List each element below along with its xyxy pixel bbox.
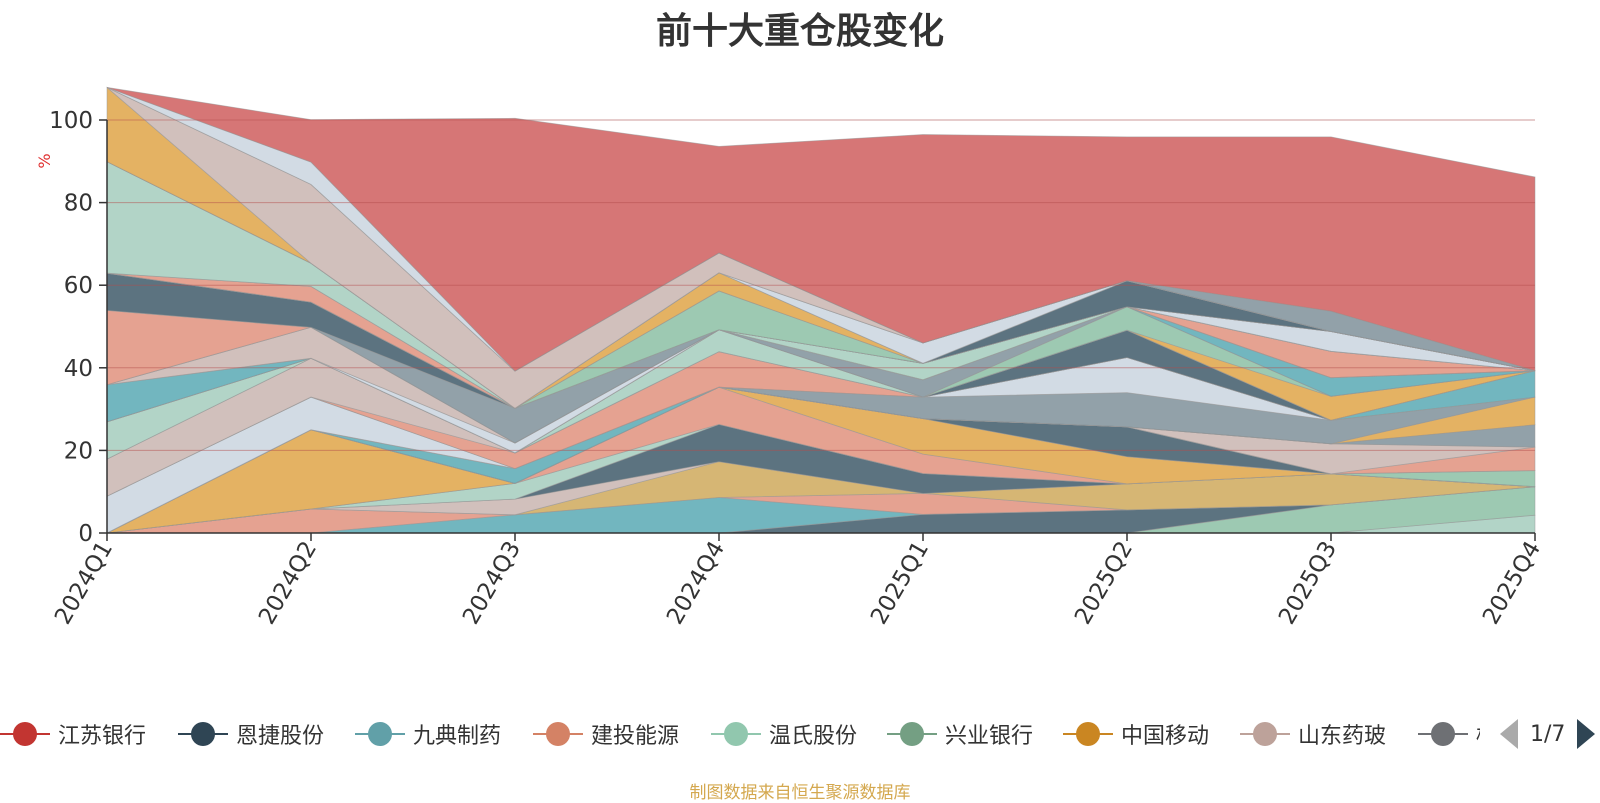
legend-marker-icon — [1063, 716, 1113, 752]
y-axis-unit-label: % — [35, 153, 54, 168]
legend-label: 江苏银行 — [58, 724, 147, 749]
x-tick-label: 2024Q3 — [458, 537, 526, 629]
legend-marker-icon — [887, 716, 937, 752]
legend-marker-icon — [1418, 716, 1468, 752]
legend-label: 桂 — [1476, 718, 1480, 750]
legend-item[interactable]: 温氏股份 — [711, 716, 857, 752]
pager-next-arrow-icon[interactable] — [1577, 719, 1596, 749]
legend-label: 中国移动 — [1121, 724, 1210, 749]
legend-label: 恩捷股份 — [236, 724, 325, 749]
legend-item[interactable]: 兴业银行 — [887, 716, 1033, 752]
x-tick-label: 2024Q2 — [254, 537, 322, 629]
y-tick-label: 40 — [64, 356, 93, 382]
legend-item[interactable]: 建投能源 — [533, 716, 679, 752]
legend-label: 九典制药 — [413, 724, 502, 749]
x-tick-label: 2025Q4 — [1478, 537, 1546, 629]
legend-pager: 1/7 — [1500, 716, 1596, 752]
legend-item[interactable]: 恩捷股份 — [178, 716, 324, 752]
legend-label: 兴业银行 — [945, 724, 1034, 749]
x-tick-label: 2025Q2 — [1070, 537, 1138, 629]
y-tick-label: 100 — [49, 108, 93, 134]
legend-marker-icon — [1240, 716, 1290, 752]
legend-item[interactable]: 九典制药 — [355, 716, 501, 752]
legend-marker-icon — [355, 716, 405, 752]
y-tick-label: 80 — [64, 191, 93, 217]
y-tick-label: 20 — [64, 438, 93, 464]
data-source-note: 制图数据来自恒生聚源数据库 — [689, 783, 911, 803]
legend-marker-icon — [711, 716, 761, 752]
legend-label: 建投能源 — [591, 724, 680, 749]
x-tick-label: 2024Q4 — [662, 537, 730, 629]
chart-title: 前十大重仓股变化 — [655, 11, 944, 52]
area-series — [106, 86, 1536, 534]
legend-item[interactable]: 桂 — [1418, 716, 1480, 752]
legend: 江苏银行 恩捷股份 九典制药 建投能源 温氏股份 兴业银行 中国移动 山东药玻 桂 — [0, 716, 1480, 752]
legend-item[interactable]: 江苏银行 — [0, 716, 146, 752]
x-tick-label: 2025Q1 — [866, 537, 934, 629]
legend-item[interactable]: 山东药玻 — [1240, 716, 1386, 752]
legend-marker-icon — [0, 716, 50, 752]
legend-marker-icon — [533, 716, 583, 752]
legend-item[interactable]: 中国移动 — [1063, 716, 1209, 752]
y-tick-label: 60 — [64, 273, 93, 299]
x-tick-label: 2025Q3 — [1274, 537, 1342, 629]
legend-label: 温氏股份 — [769, 724, 858, 749]
y-tick-label: 0 — [78, 521, 93, 547]
pager-page-indicator: 1/7 — [1530, 721, 1566, 747]
x-tick-label: 2024Q1 — [50, 537, 118, 629]
pager-prev-arrow-icon[interactable] — [1500, 719, 1518, 749]
area-series-47 — [106, 87, 1536, 372]
legend-label: 山东药玻 — [1298, 724, 1387, 749]
legend-marker-icon — [178, 716, 228, 752]
